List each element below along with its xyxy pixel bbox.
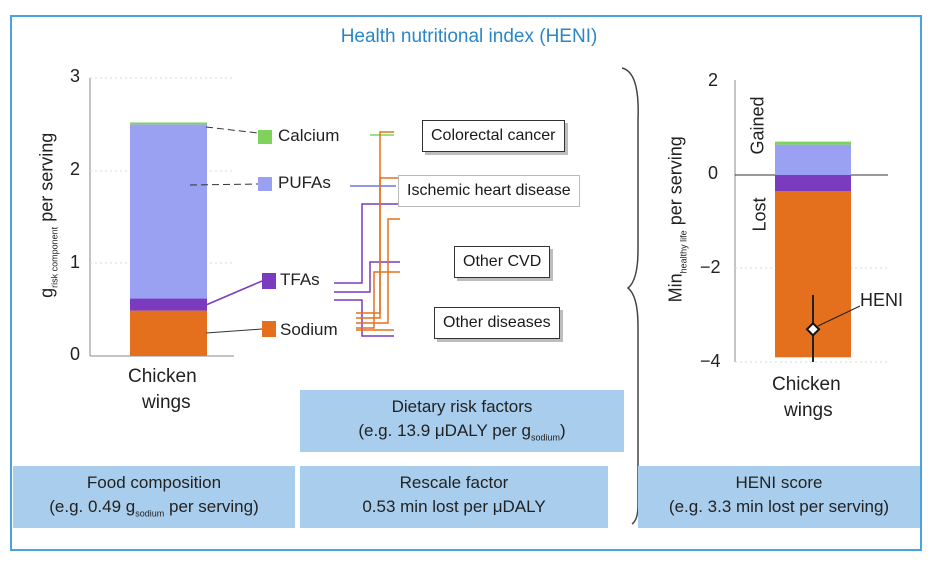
connector-pufas <box>189 183 259 186</box>
right-chart <box>734 80 888 363</box>
right-tick-neg4: −4 <box>700 351 721 371</box>
outcome-other-diseases: Other diseases <box>434 307 560 339</box>
rescale-factor-example: 0.53 min lost per μDALY <box>362 497 546 516</box>
left-y-axis-label: grisk component per serving <box>36 132 60 298</box>
legend-pufas-swatch <box>258 177 272 191</box>
heni-marker <box>805 321 821 337</box>
left-tick-1: 1 <box>70 252 81 272</box>
right-y-axis-label: Minhealthy life per serving <box>665 136 689 303</box>
dietary-risk-box: Dietary risk factors (e.g. 13.9 μDALY pe… <box>300 390 624 452</box>
left-bar-pufas <box>130 124 207 299</box>
figure-title: Health nutritional index (HENI) <box>340 26 598 47</box>
legend-calcium-swatch <box>258 130 272 144</box>
right-tick-2: 2 <box>708 70 719 90</box>
legend-tfas-label: TFAs <box>280 270 320 289</box>
left-x-label-1: Chicken <box>128 366 197 387</box>
right-bar-calcium-cap <box>775 141 851 145</box>
food-composition-example: (e.g. 0.49 gsodium per serving) <box>49 497 259 519</box>
gained-label: Gained <box>747 96 768 155</box>
heni-score-box: HENI score (e.g. 3.3 min lost per servin… <box>638 466 920 528</box>
link-sodium-cvd <box>356 271 400 329</box>
right-x-label-1: Chicken <box>772 374 841 395</box>
link-tfas-ischemic <box>334 203 400 284</box>
connector-calcium <box>205 126 259 134</box>
legend-tfas-swatch <box>262 273 276 289</box>
rescale-factor-box: Rescale factor 0.53 min lost per μDALY <box>300 466 608 528</box>
summary-brace <box>621 67 639 525</box>
heni-label-leader <box>817 305 861 327</box>
left-tick-2: 2 <box>70 159 81 179</box>
dietary-risk-example: (e.g. 13.9 μDALY per gsodium) <box>358 421 566 443</box>
heni-score-example: (e.g. 3.3 min lost per serving) <box>668 497 890 516</box>
food-composition-box: Food composition (e.g. 0.49 gsodium per … <box>13 466 295 528</box>
outcome-ischemic-heart-disease: Ischemic heart disease <box>398 175 580 207</box>
heni-score-title: HENI score <box>735 473 823 492</box>
legend-sodium-swatch <box>262 321 276 337</box>
left-bar-calcium <box>130 122 207 125</box>
left-chart <box>89 77 234 357</box>
lost-label: Lost <box>749 197 770 232</box>
legend-sodium-label: Sodium <box>280 320 338 339</box>
outcome-colorectal-cancer: Colorectal cancer <box>422 120 565 152</box>
right-bar-gained <box>775 144 851 175</box>
right-x-label-2: wings <box>784 400 833 421</box>
link-sodium-ischemic-2 <box>356 218 400 324</box>
left-tick-0: 0 <box>70 344 81 364</box>
rescale-factor-title: Rescale factor <box>399 473 509 492</box>
legend-pufas-label: PUFAs <box>278 173 331 192</box>
left-bar-sodium <box>130 310 207 356</box>
heni-marker-label: HENI <box>860 290 904 310</box>
right-tick-neg2: −2 <box>700 257 721 277</box>
link-tfas-cvd <box>334 261 400 293</box>
left-x-label-2: wings <box>142 392 191 413</box>
outcome-other-cvd: Other CVD <box>454 246 551 278</box>
connector-sodium <box>205 328 263 334</box>
connector-tfas <box>205 280 263 306</box>
dietary-risk-title: Dietary risk factors <box>391 397 533 416</box>
right-bar-lost-tfas <box>775 175 851 192</box>
legend-calcium-label: Calcium <box>278 126 340 145</box>
link-sodium-colorectal <box>356 131 394 314</box>
right-tick-0: 0 <box>708 163 719 183</box>
food-composition-title: Food composition <box>86 473 222 492</box>
left-bar-tfas <box>130 298 207 311</box>
left-tick-3: 3 <box>70 66 81 86</box>
